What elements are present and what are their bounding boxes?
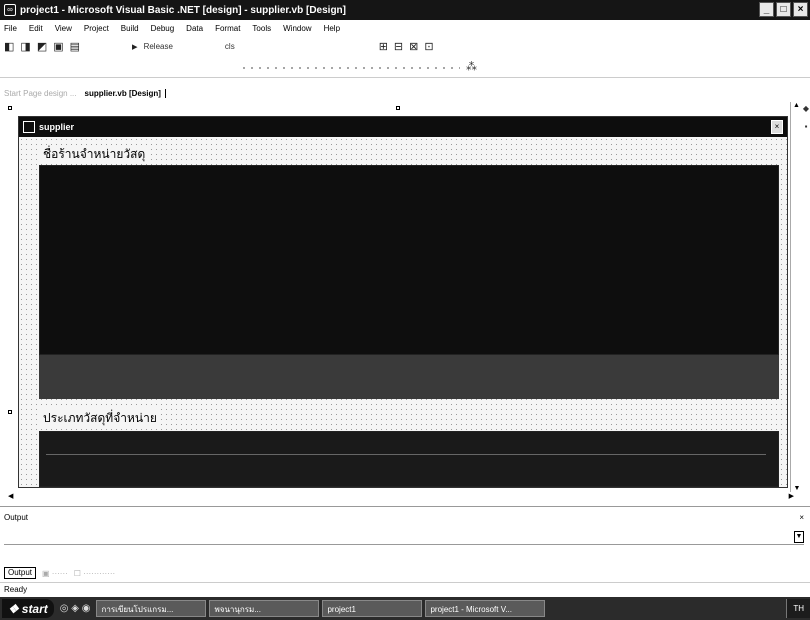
windows-logo-icon: ❖ [8, 601, 19, 616]
start-button[interactable]: ❖ start [2, 599, 54, 618]
menu-tools[interactable]: Tools [252, 23, 272, 33]
document-tabs: Start Page design ... supplier.vb [Desig… [0, 86, 810, 100]
tab-start-page[interactable]: Start Page design ... [4, 88, 77, 98]
chevron-down-icon[interactable]: ▼ [794, 531, 804, 543]
properties-icon[interactable]: ⊟ [393, 40, 404, 53]
menu-file[interactable]: File [4, 23, 17, 33]
taskbar-item[interactable]: การเขียนโปรแกรม... [96, 600, 207, 617]
output-source-dropdown[interactable]: ▼ [4, 531, 804, 545]
window-titlebar: ∞ project1 - Microsoft Visual Basic .NET… [0, 0, 810, 20]
scroll-up-icon[interactable]: ▲ [793, 102, 800, 109]
object-browser-icon[interactable]: ⊡ [424, 40, 434, 53]
menu-build[interactable]: Build [120, 23, 139, 33]
taskbar-item[interactable]: project1 - Microsoft V... [425, 600, 546, 617]
menu-bar: File Edit View Project Build Debug Data … [0, 21, 810, 35]
maximize-button[interactable]: □ [776, 2, 791, 17]
panel-pin-icon[interactable]: ◆ [802, 104, 810, 113]
form-icon [23, 121, 35, 133]
supplier-name-label[interactable]: ชื่อร้านจำหน่ายวัสดุ [41, 145, 148, 164]
layout-toolbar: ⁂ [0, 58, 810, 78]
save-icon[interactable]: ▣ [53, 40, 64, 53]
form-titlebar: supplier × [19, 117, 787, 137]
grid-divider [46, 454, 766, 455]
system-tray: TH [786, 599, 810, 618]
designer-vertical-scrollbar[interactable]: ▲ ▼ [790, 102, 802, 492]
form-title: supplier [39, 122, 75, 132]
resize-handle[interactable] [8, 106, 12, 110]
form-close-icon: × [771, 120, 783, 134]
tab-command-window-icon[interactable]: ☐ ············ [73, 568, 116, 578]
output-panel: Output × ▼ [0, 506, 810, 564]
taskbar-item[interactable]: project1 [322, 600, 423, 617]
menu-window[interactable]: Window [283, 23, 312, 33]
menu-debug[interactable]: Debug [150, 23, 175, 33]
language-indicator[interactable]: TH [793, 604, 804, 613]
toolbox-icon[interactable]: ⊠ [409, 40, 419, 53]
menu-edit[interactable]: Edit [28, 23, 43, 33]
menu-format[interactable]: Format [215, 23, 241, 33]
material-datagrid[interactable] [39, 431, 779, 487]
resize-handle[interactable] [8, 410, 12, 414]
standard-toolbar: ◧ ◨ ◩ ▣ ▤ ▸ Release cls ⊞ ⊟ ⊠ ⊡ [0, 36, 810, 56]
output-panel-title: Output [4, 513, 29, 522]
menu-data[interactable]: Data [186, 23, 204, 33]
output-close-icon[interactable]: × [799, 513, 804, 522]
status-text: Ready [4, 585, 28, 594]
supplier-form[interactable]: supplier × ชื่อร้านจำหน่ายวัสดุ ประเภทวั… [18, 116, 788, 488]
status-bar: Ready [0, 582, 810, 596]
window-controls: _ □ × [759, 2, 808, 17]
supplier-datagrid-footer [39, 355, 779, 399]
save-all-icon[interactable]: ▤ [69, 40, 81, 53]
taskbar-item[interactable]: พจนานุกรม... [209, 600, 320, 617]
vbnet-app-icon: ∞ [4, 4, 16, 16]
find-combo[interactable]: cls [224, 41, 235, 51]
add-item-icon[interactable]: ◨ [20, 40, 31, 53]
close-button[interactable]: × [793, 2, 808, 17]
solution-config-dropdown[interactable]: Release [143, 41, 173, 51]
tab-output[interactable]: Output [4, 567, 37, 579]
scroll-down-icon[interactable]: ▼ [793, 485, 801, 492]
resize-handle[interactable] [396, 106, 400, 110]
minimize-button[interactable]: _ [759, 2, 774, 17]
window-title: project1 - Microsoft Visual Basic .NET [… [20, 4, 346, 16]
solution-explorer-icon[interactable]: ⊞ [378, 40, 388, 53]
start-debug-icon[interactable]: ▸ [132, 40, 138, 53]
layout-alignment-icons[interactable] [240, 64, 460, 72]
menu-view[interactable]: View [54, 23, 72, 33]
bottom-panel-tabs: Output ▣ ······ ☐ ············ [4, 566, 115, 580]
panel-tab-icon[interactable]: ▪ [804, 122, 808, 131]
scroll-left-icon[interactable]: ◀ [8, 493, 14, 500]
open-file-icon[interactable]: ◩ [36, 40, 48, 53]
tab-supplier-design[interactable]: supplier.vb [Design] [85, 88, 166, 98]
windows-taskbar: ❖ start ◎ ◈ ◉ การเขียนโปรแกรม... พจนานุก… [0, 597, 810, 620]
supplier-datagrid[interactable] [39, 165, 779, 355]
menu-help[interactable]: Help [323, 23, 341, 33]
new-project-icon[interactable]: ◧ [4, 40, 15, 53]
material-type-label[interactable]: ประเภทวัสดุที่จำหน่าย [41, 409, 159, 428]
tab-order-icon[interactable]: ⁂ [466, 61, 477, 73]
tab-task-list-icon[interactable]: ▣ ······ [42, 568, 68, 578]
designer-horizontal-scrollbar[interactable]: ◀ ▶ [8, 492, 794, 500]
solution-explorer-edge[interactable]: ◆ ▪ [802, 100, 810, 400]
scroll-right-icon[interactable]: ▶ [788, 493, 794, 500]
menu-project[interactable]: Project [83, 23, 109, 33]
start-label: start [21, 601, 48, 616]
form-designer: supplier × ชื่อร้านจำหน่ายวัสดุ ประเภทวั… [8, 102, 790, 492]
quick-launch-icons[interactable]: ◎ ◈ ◉ [59, 603, 91, 614]
